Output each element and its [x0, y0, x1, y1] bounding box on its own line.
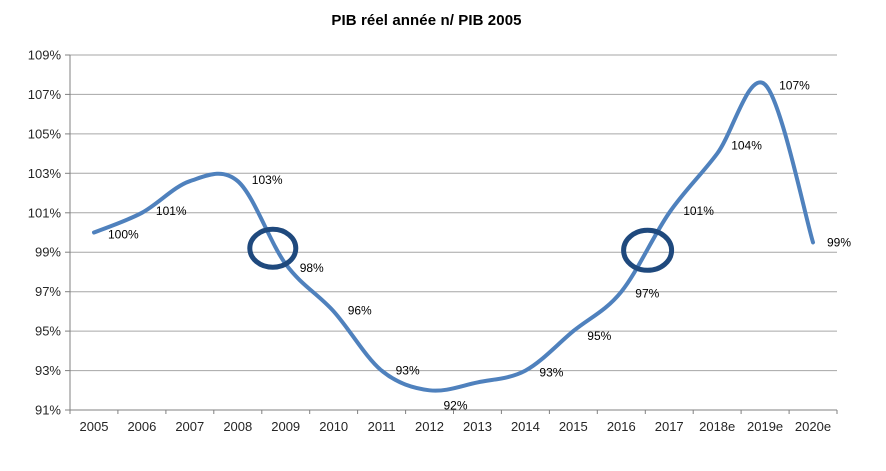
data-point-label: 100%	[108, 228, 139, 242]
x-axis-tick-label: 2014	[511, 419, 540, 434]
x-axis-tick-label: 2006	[127, 419, 156, 434]
data-point-label: 103%	[252, 173, 283, 187]
chart-title: PIB réel année n/ PIB 2005	[331, 12, 522, 29]
y-axis-tick-label: 99%	[35, 245, 61, 260]
x-axis-tick-label: 2016	[607, 419, 636, 434]
y-axis-tick-label: 95%	[35, 324, 61, 339]
x-axis-tick-label: 2012	[415, 419, 444, 434]
y-axis-tick-label: 93%	[35, 363, 61, 378]
data-point-label: 99%	[827, 235, 851, 249]
x-axis-tick-label: 2017	[655, 419, 684, 434]
data-point-label: 92%	[444, 398, 468, 412]
x-axis-tick-label: 2019e	[747, 419, 783, 434]
x-axis-tick-label: 2018e	[699, 419, 735, 434]
data-point-label: 96%	[348, 303, 372, 317]
y-axis-tick-label: 107%	[28, 87, 62, 102]
x-axis-tick-label: 2020e	[795, 419, 831, 434]
series-line	[92, 80, 815, 393]
x-axis-tick-label: 2013	[463, 419, 492, 434]
highlight-ellipse	[247, 226, 299, 270]
data-point-label: 95%	[587, 329, 611, 343]
data-point-label: 101%	[683, 204, 714, 218]
data-point-label: 107%	[779, 79, 810, 93]
data-point-label: 101%	[156, 204, 187, 218]
y-axis-tick-label: 105%	[28, 126, 62, 141]
y-axis-tick-label: 109%	[28, 48, 62, 63]
y-axis-tick-label: 97%	[35, 284, 61, 299]
data-point-label: 93%	[539, 366, 563, 380]
x-axis-tick-label: 2008	[223, 419, 252, 434]
x-axis-tick-label: 2005	[80, 419, 109, 434]
x-axis-tick-label: 2015	[559, 419, 588, 434]
y-axis-tick-label: 91%	[35, 403, 61, 418]
data-point-label: 104%	[731, 139, 762, 153]
x-axis-tick-label: 2007	[175, 419, 204, 434]
data-point-label: 98%	[300, 261, 324, 275]
x-axis-tick-label: 2009	[271, 419, 300, 434]
highlight-ellipse	[621, 227, 675, 273]
y-axis-tick-label: 103%	[28, 166, 62, 181]
data-point-label: 97%	[635, 287, 659, 301]
y-axis-tick-label: 101%	[28, 205, 62, 220]
x-axis-tick-label: 2010	[319, 419, 348, 434]
data-point-label: 93%	[396, 364, 420, 378]
x-axis-tick-label: 2011	[368, 419, 396, 434]
